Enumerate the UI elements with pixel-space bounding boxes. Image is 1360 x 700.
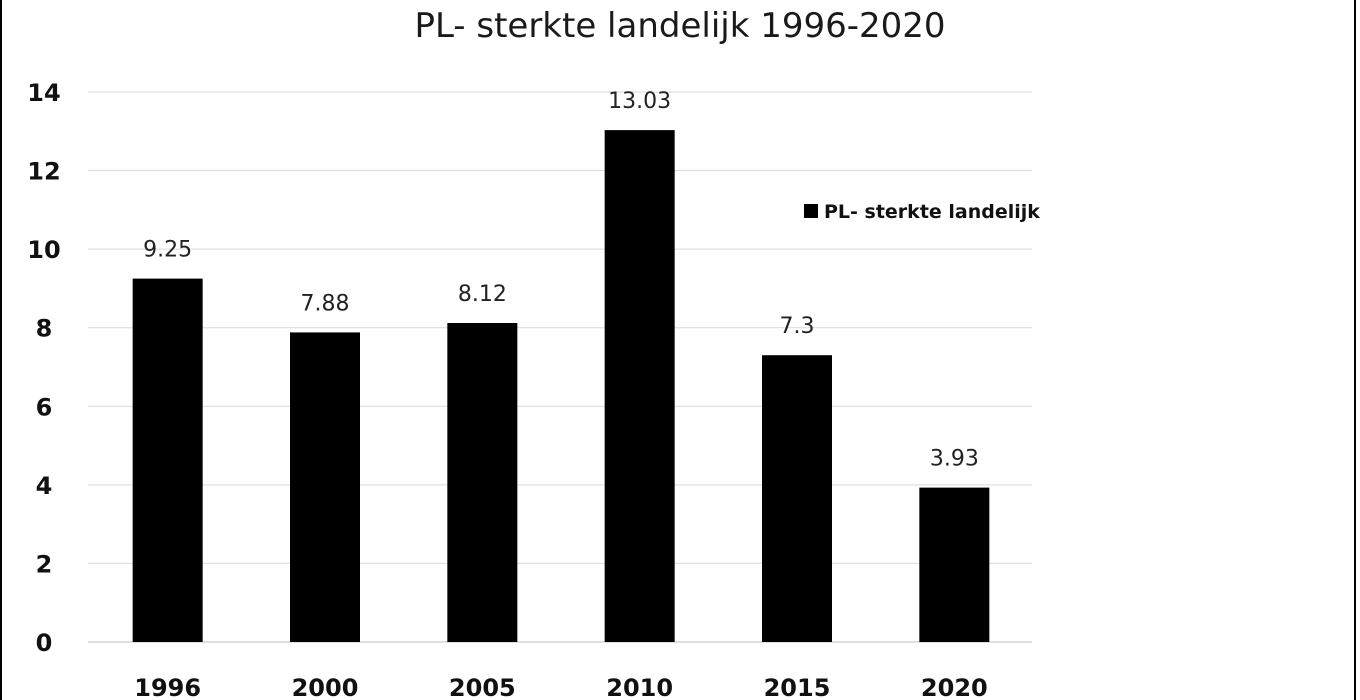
y-tick-label: 0 (36, 629, 53, 657)
x-tick-label-2010: 2010 (606, 674, 673, 700)
y-tick-label: 14 (27, 79, 60, 107)
data-labels: 9.25 7.88 8.12 13.03 7.3 3.93 (143, 89, 979, 472)
bar-2020 (919, 487, 990, 642)
bar-2005 (447, 323, 518, 642)
bar-2000 (290, 332, 360, 642)
legend-label: PL- sterkte landelijk (824, 201, 1040, 223)
x-tick-label-1996: 1996 (134, 674, 201, 700)
data-label-2020: 3.93 (930, 447, 979, 472)
bar-2010 (604, 130, 675, 642)
legend-swatch (804, 204, 818, 218)
data-label-2015: 7.3 (780, 314, 815, 339)
bar-2015 (762, 355, 832, 642)
data-label-2000: 7.88 (301, 291, 350, 316)
bars (132, 130, 990, 642)
x-axis-ticks: 1996 2000 2005 2010 2015 2020 (134, 674, 987, 700)
chart-title: PL- sterkte landelijk 1996-2020 (414, 6, 945, 46)
x-tick-label-2000: 2000 (292, 674, 359, 700)
y-axis-ticks: 0 2 4 6 8 10 12 14 (27, 79, 60, 657)
data-label-2005: 8.12 (458, 282, 507, 307)
y-tick-label: 4 (36, 472, 53, 500)
y-tick-label: 2 (36, 550, 53, 578)
data-label-2010: 13.03 (608, 89, 671, 114)
y-tick-label: 12 (27, 158, 60, 186)
y-tick-label: 8 (36, 315, 53, 343)
data-label-1996: 9.25 (143, 238, 192, 263)
y-tick-label: 6 (36, 393, 53, 421)
x-tick-label-2020: 2020 (921, 674, 988, 700)
gridlines (88, 91, 1032, 643)
bar-1996 (132, 278, 203, 642)
y-tick-label: 10 (27, 236, 60, 264)
x-tick-label-2005: 2005 (449, 674, 516, 700)
x-tick-label-2015: 2015 (764, 674, 831, 700)
legend: PL- sterkte landelijk (804, 201, 1040, 223)
